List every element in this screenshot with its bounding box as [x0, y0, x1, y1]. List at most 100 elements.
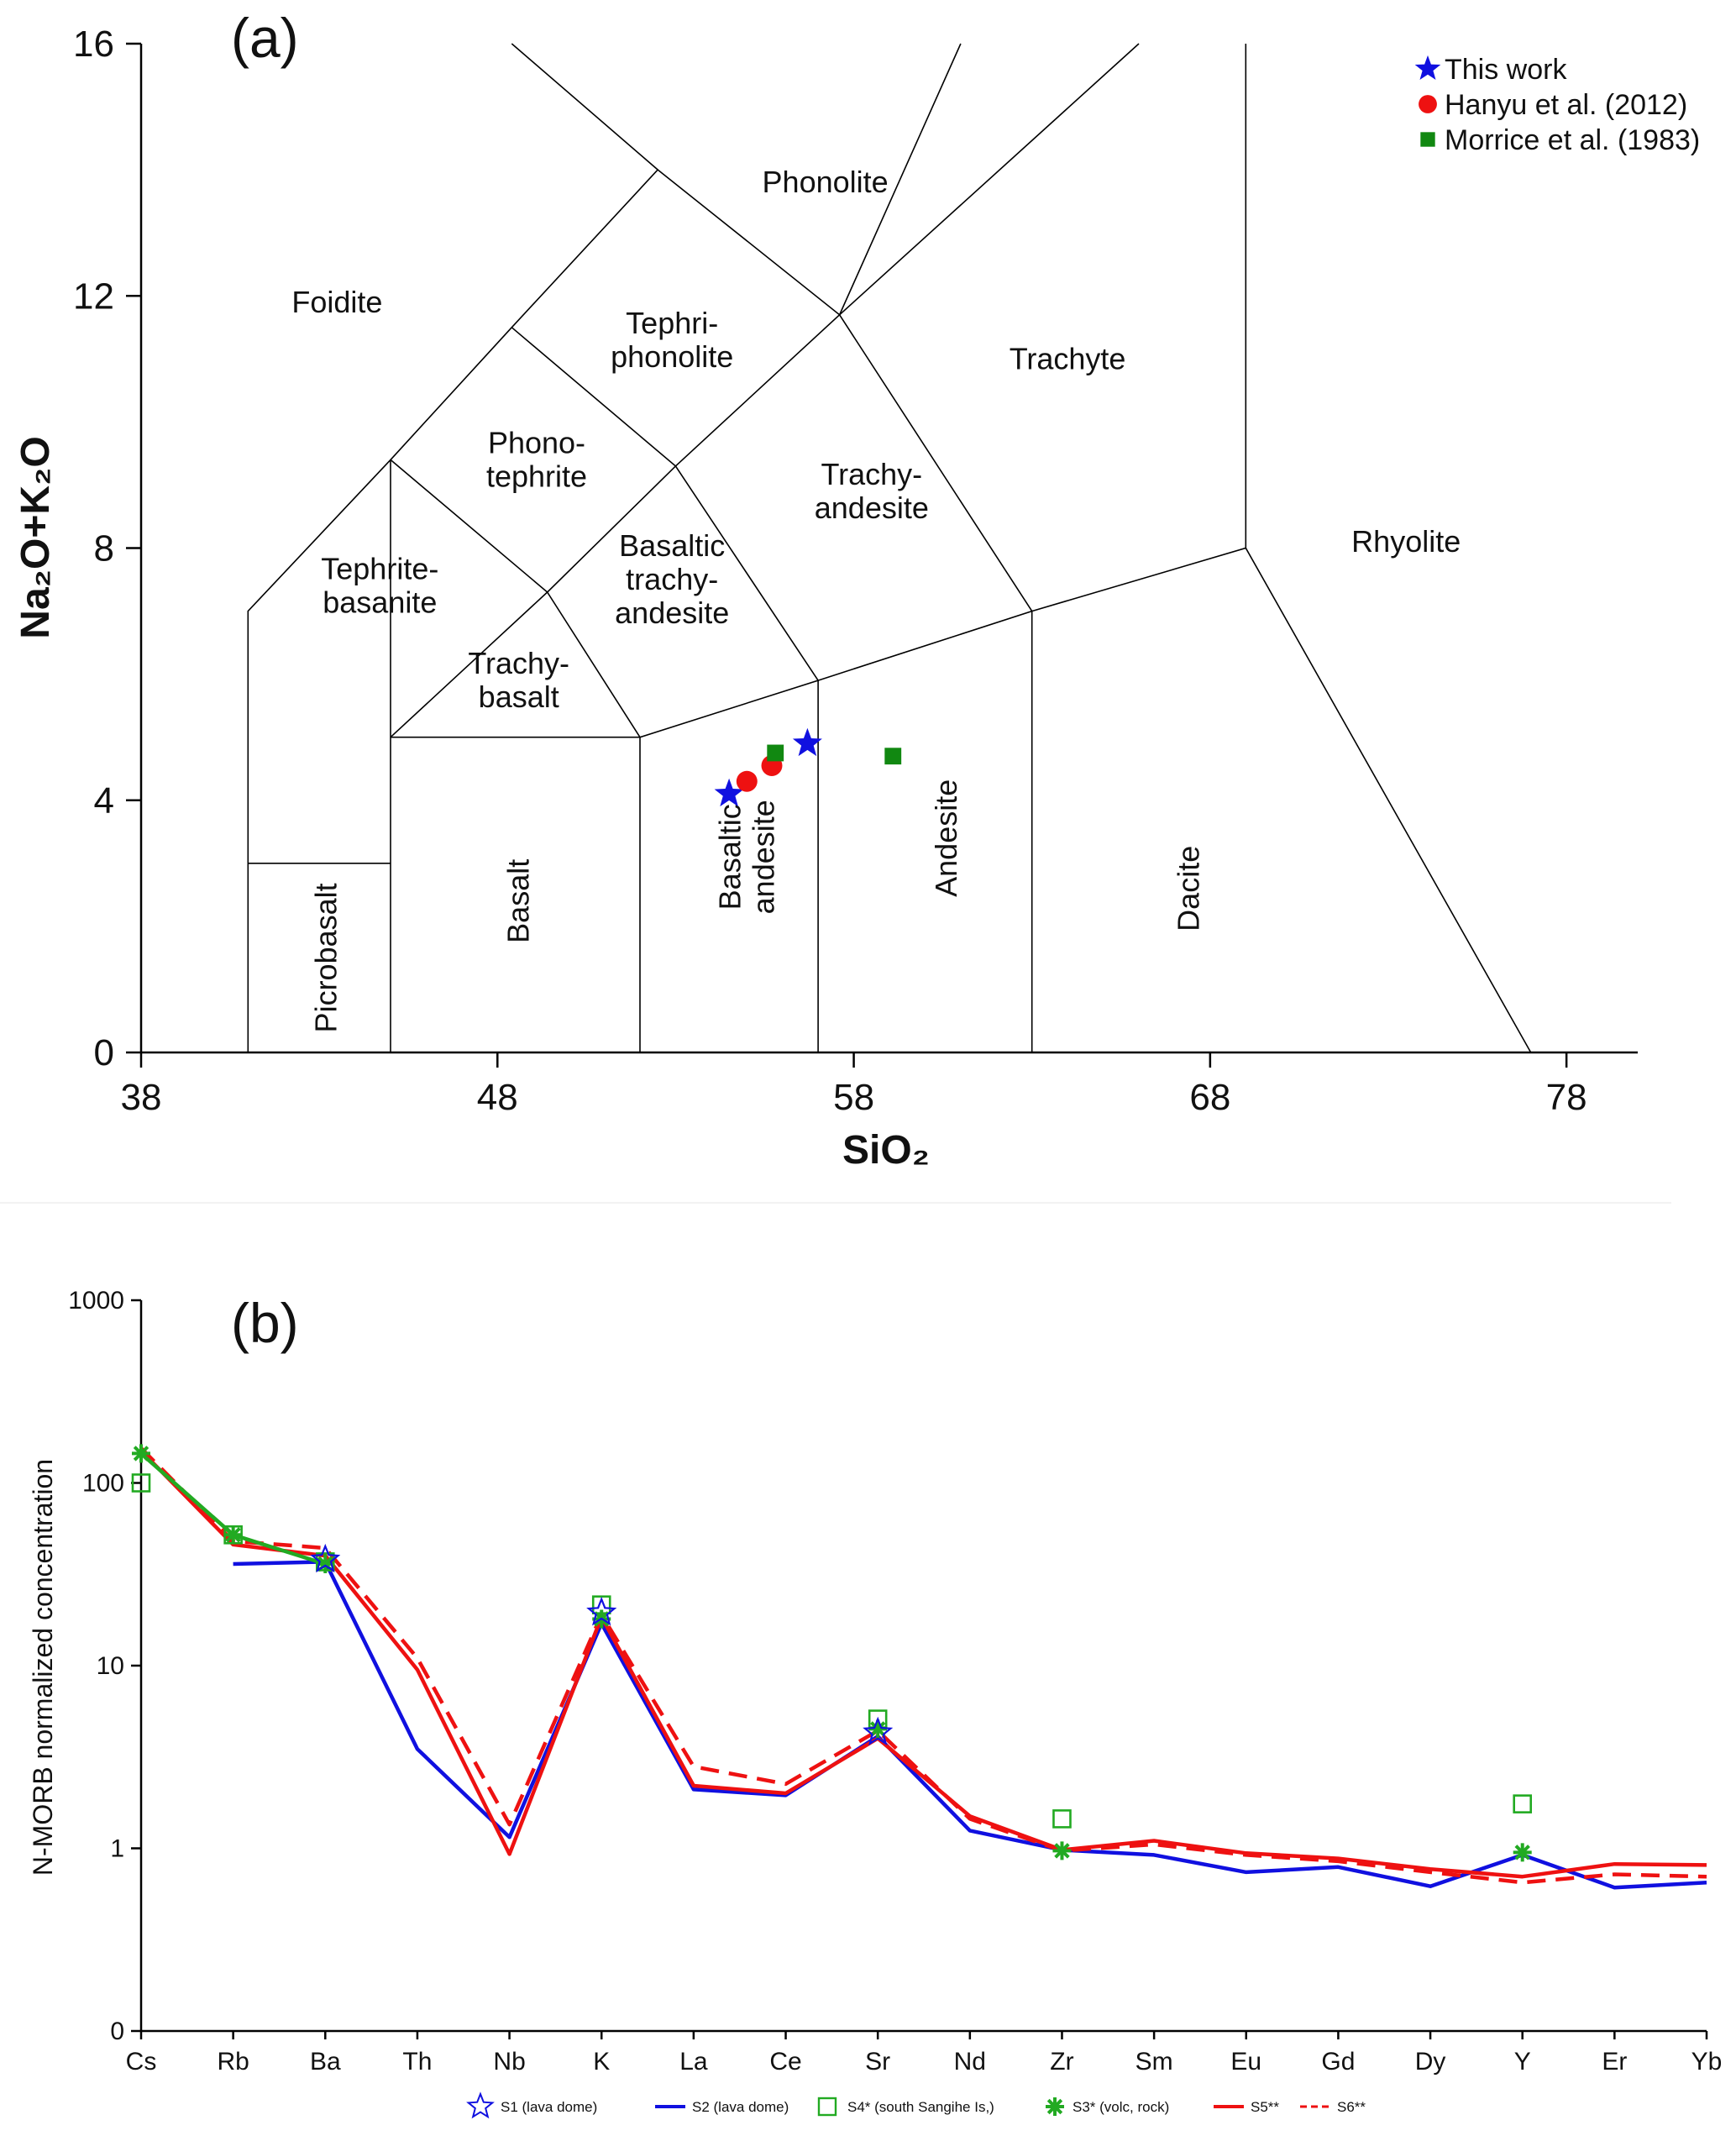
- panel-b-legend: S1 (lava dome) S2 (lava dome) S4* (south S…: [466, 2091, 1366, 2119]
- panel-b-x-tick-label-Nd: Nd: [954, 2048, 986, 2076]
- field-label-line: Trachy-: [468, 646, 569, 680]
- field-label-line: Rhyolite: [1351, 524, 1461, 559]
- panel-a-x-tick-label-4: 78: [1546, 1077, 1587, 1118]
- field-label-line: phonolite: [611, 339, 733, 374]
- point-star-0-0: [714, 778, 744, 807]
- field-label-line: Phonolite: [763, 165, 889, 199]
- field-label-line: Trachyte: [1010, 341, 1126, 375]
- asterisk-stroke: [1054, 1843, 1070, 1859]
- panel-b-x-tick-label-Nb: Nb: [493, 2048, 525, 2076]
- field-label-basalt: Basalt: [501, 859, 536, 943]
- legend-b-label-1: S2 (lava dome): [692, 2099, 789, 2115]
- field-label-foidite: Foidite: [291, 285, 382, 319]
- panel-b-x-tick-label-Er: Er: [1602, 2048, 1627, 2076]
- panel-b-x-tick-label-Ba: Ba: [310, 2048, 341, 2076]
- legend-a-marker-2: [1420, 132, 1435, 147]
- marker-asterisk-Rb: [223, 1525, 243, 1545]
- panel-b-x-tick-label-Gd: Gd: [1321, 2048, 1355, 2076]
- legend-b-label-0: S1 (lava dome): [501, 2099, 597, 2115]
- panel-b-y-tick-label-0: 0: [110, 2018, 124, 2045]
- marker-square-Sr: [868, 1709, 888, 1729]
- panel-a-y-tick-label-3: 12: [73, 276, 114, 317]
- field-label-line: Trachy-: [821, 457, 922, 491]
- panel-b-axes: 0 1 10 100 1000 Cs Rb Ba Th Nb K La Ce Sr Nd Zr Sm Eu Gd Dy…: [68, 1287, 1722, 2076]
- legend-b-marker-0: [466, 2091, 495, 2119]
- field-label-line: Tephrite-: [321, 552, 438, 586]
- panel-b-series: [131, 1444, 1707, 1890]
- field-label-picrobasalt: Picrobasalt: [309, 883, 344, 1032]
- legend-a-label-0: This work: [1445, 54, 1567, 86]
- field-label-line: Picrobasalt: [309, 883, 344, 1032]
- panel-b-y-tick-label-3: 100: [82, 1470, 124, 1498]
- field-label-andesite: Andesite: [929, 779, 963, 897]
- panel-a-field-labels: Foidite Phonolite Tephri-phonolite Trachyte…: [291, 165, 1461, 1032]
- panel-b-x-tick-label-Rb: Rb: [217, 2048, 249, 2076]
- field-label-trachyte: Trachyte: [1010, 341, 1126, 375]
- field-label-trachyandesite: Trachy-andesite: [815, 457, 929, 525]
- asterisk-stroke: [869, 1721, 886, 1737]
- panel-a-y-axis-label: Na₂O+K₂O: [13, 436, 58, 638]
- point-square-2-0: [767, 744, 784, 762]
- panel-a-y-tick-label-2: 8: [94, 528, 114, 569]
- panel-a-x-axis-label: SiO₂: [842, 1128, 930, 1173]
- point-circle-1-0: [736, 770, 758, 792]
- field-label-tephriphonolite: Tephri-phonolite: [611, 306, 733, 374]
- field-label-line: trachy-: [626, 562, 718, 596]
- panel-a-x-tick-label-1: 48: [477, 1077, 518, 1118]
- field-label-line: Basalt: [501, 859, 536, 943]
- legend-b-label-3: S3* (volc, rock): [1073, 2099, 1169, 2115]
- panel-b-x-tick-label-Cs: Cs: [126, 2048, 157, 2076]
- field-label-tephritebasanite: Tephrite-basanite: [321, 552, 438, 620]
- panel-b-x-tick-label-Dy: Dy: [1415, 2048, 1446, 2076]
- legend-a-label-2: Morrice et al. (1983): [1445, 124, 1700, 156]
- panel-b-x-tick-label-La: La: [679, 2048, 708, 2076]
- field-label-line: Foidite: [291, 285, 382, 319]
- panel-a-x-tick-label-3: 68: [1189, 1077, 1230, 1118]
- field-label-phonotephrite: Phono-tephrite: [486, 425, 587, 493]
- series-line-1-0: [233, 1560, 1707, 1890]
- marker-square-Rb: [223, 1525, 243, 1545]
- field-label-line: Andesite: [929, 779, 963, 897]
- panel-a-x-tick-label-2: 58: [833, 1077, 874, 1118]
- panel-a-label: (a): [231, 7, 299, 69]
- panel-b-y-axis-label: N-MORB normalized concentration: [28, 1459, 58, 1876]
- panel-b-x-tick-label-Th: Th: [402, 2048, 432, 2076]
- field-label-line: Dacite: [1171, 846, 1205, 932]
- panel-a-y-tick-label-0: 0: [94, 1032, 114, 1073]
- legend-b-marker-3: [1046, 2097, 1064, 2116]
- marker-square-K: [591, 1595, 611, 1614]
- panel-a-x-tick-label-0: 38: [121, 1077, 162, 1118]
- panel-b-x-tick-label-K: K: [593, 2048, 610, 2076]
- panel-b-label: (b): [231, 1292, 299, 1354]
- series-line-5-0: [139, 1446, 1707, 1885]
- legend-b-label-5: S6**: [1337, 2099, 1366, 2115]
- marker-asterisk-Zr: [1052, 1841, 1072, 1860]
- field-label-line: Phono-: [488, 425, 585, 459]
- legend-b-label-4: S5**: [1251, 2099, 1279, 2115]
- legend-a-marker-1: [1419, 95, 1437, 113]
- field-label-line: Tephri-: [626, 306, 718, 340]
- field-label-line: andesite: [615, 596, 729, 630]
- legend-b-label-2: S4* (south Sangihe Is,): [847, 2099, 994, 2115]
- field-label-line: basanite: [323, 585, 437, 620]
- marker-star-K: [586, 1596, 617, 1626]
- legend-a-marker-0: [1414, 55, 1441, 80]
- panel-b-x-tick-label-Yb: Yb: [1691, 2048, 1723, 2076]
- marker-star-Sr: [863, 1716, 894, 1746]
- panel-b-x-tick-label-Y: Y: [1514, 2048, 1531, 2076]
- panel-b-y-tick-label-1: 1: [110, 1835, 124, 1863]
- marker-square-Cs: [131, 1473, 151, 1493]
- field-label-phonolite: Phonolite: [763, 165, 889, 199]
- field-label-basalticandesite: Basalticandesite: [712, 800, 780, 914]
- field-label-line: basalt: [479, 680, 559, 714]
- panel-b-y-tick-label-4: 1000: [68, 1287, 124, 1315]
- field-label-line: tephrite: [486, 459, 587, 493]
- marker-asterisk-Sr: [868, 1719, 888, 1739]
- panel-b-x-tick-label-Sr: Sr: [865, 2048, 890, 2076]
- marker-star-Ba: [310, 1543, 341, 1573]
